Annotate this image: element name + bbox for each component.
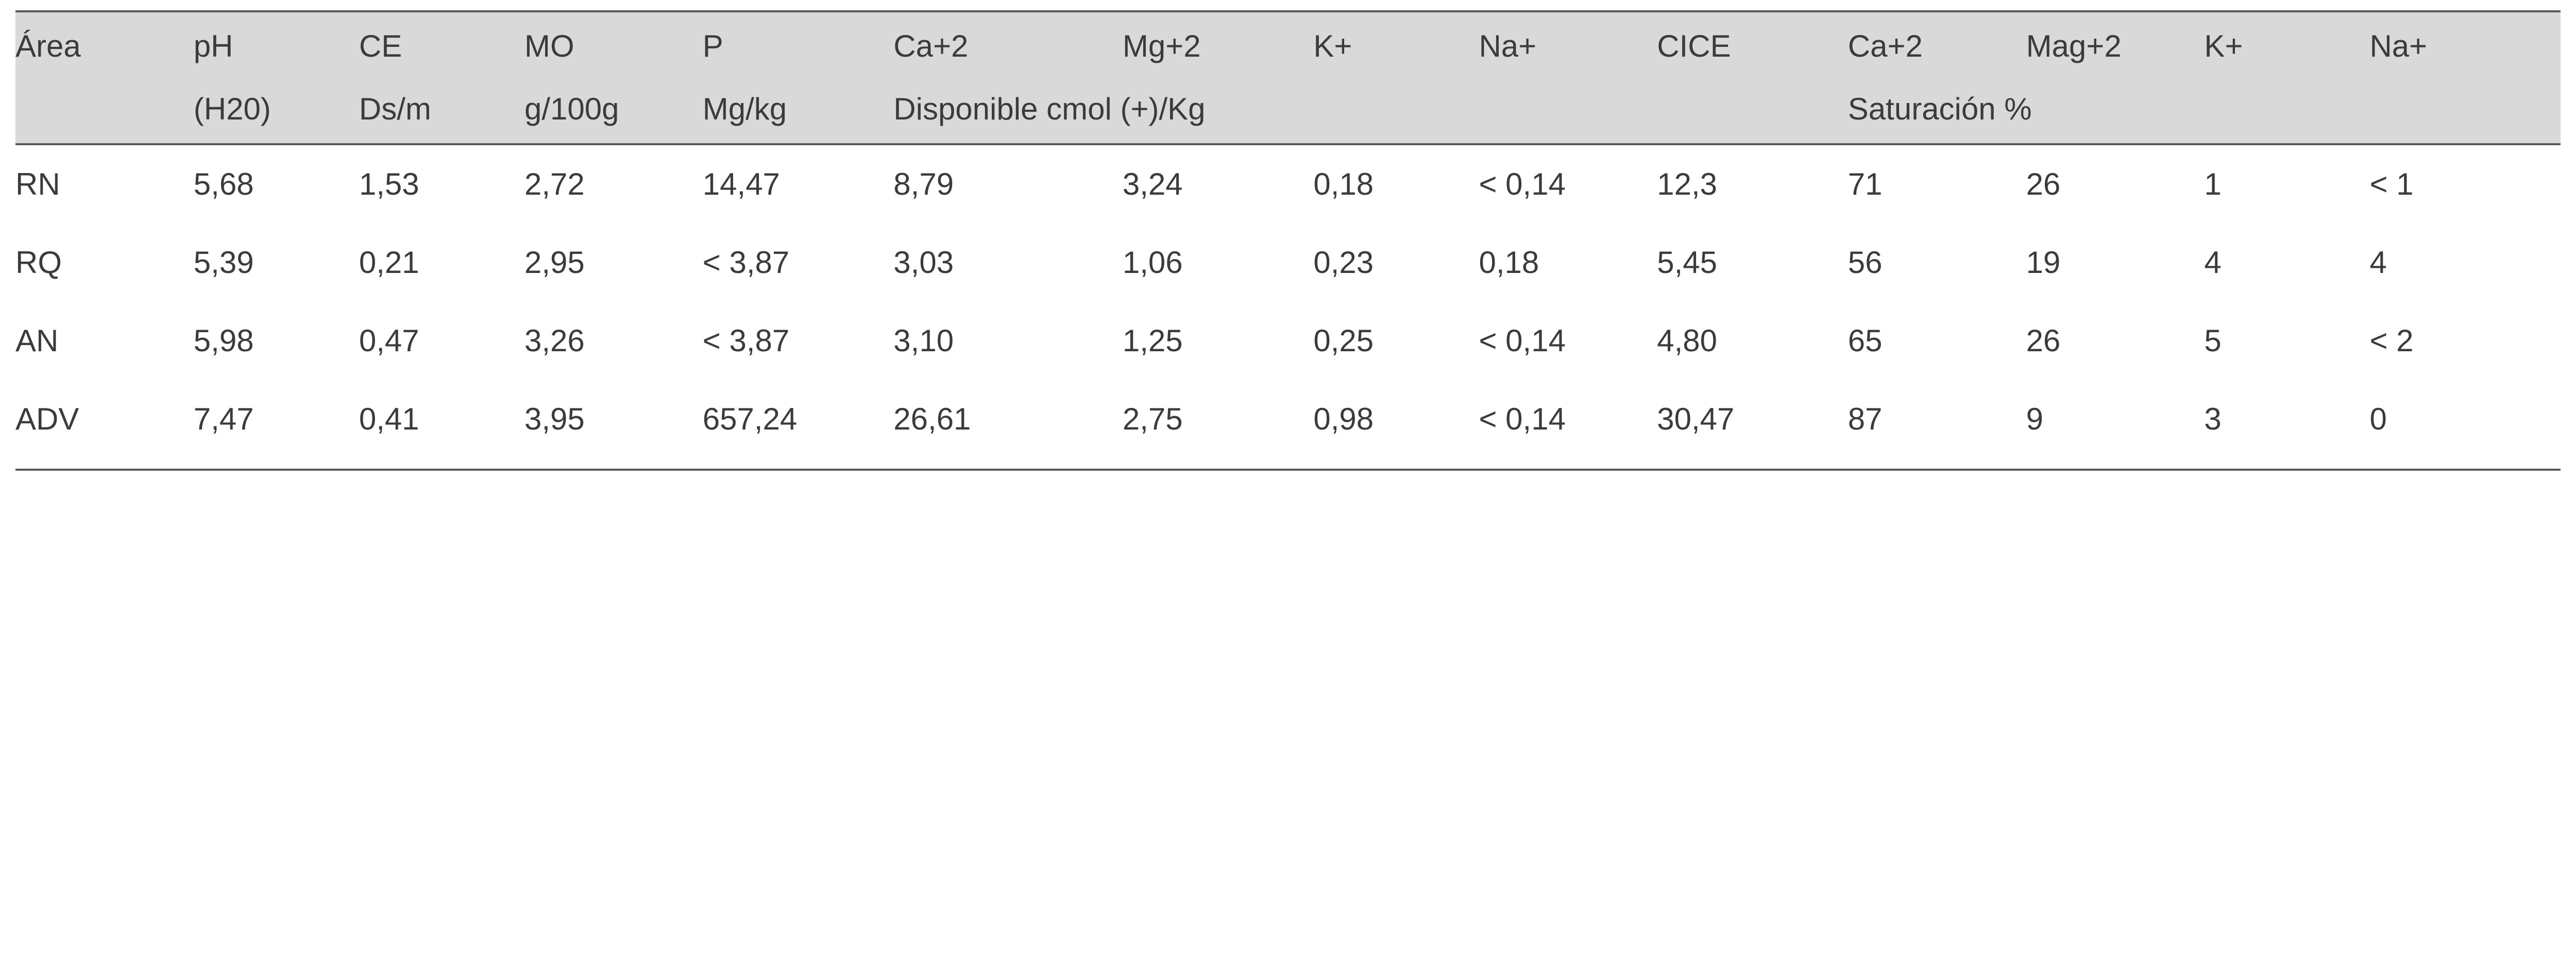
cell-ca1: 3,10 [893, 302, 1123, 380]
h1-mg2: Mag+2 [2026, 11, 2205, 65]
cell-p: < 3,87 [703, 302, 894, 380]
soil-data-table-wrapper: Área pH CE MO P Ca+2 Mg+2 K+ Na+ CICE Ca… [0, 0, 2576, 481]
cell-k2: 1 [2204, 144, 2369, 224]
cell-ca2: 56 [1848, 224, 2026, 302]
cell-mo: 2,95 [524, 224, 703, 302]
cell-mo: 3,95 [524, 380, 703, 470]
cell-mg2: 9 [2026, 380, 2205, 470]
cell-k1: 0,98 [1313, 380, 1479, 470]
h1-mg1: Mg+2 [1123, 11, 1314, 65]
cell-ca2: 71 [1848, 144, 2026, 224]
h2-disponible: Disponible cmol (+)/Kg [893, 65, 1848, 144]
cell-na1: < 0,14 [1479, 302, 1657, 380]
cell-mo: 2,72 [524, 144, 703, 224]
cell-ph: 5,39 [194, 224, 359, 302]
cell-k1: 0,18 [1313, 144, 1479, 224]
cell-k2: 4 [2204, 224, 2369, 302]
cell-na1: < 0,14 [1479, 380, 1657, 470]
h2-ph: (H20) [194, 65, 359, 144]
h1-area: Área [15, 11, 194, 65]
cell-cice: 12,3 [1657, 144, 1848, 224]
cell-cice: 30,47 [1657, 380, 1848, 470]
cell-mg1: 1,25 [1123, 302, 1314, 380]
cell-cice: 5,45 [1657, 224, 1848, 302]
header-row-2: (H20) Ds/m g/100g Mg/kg Disponible cmol … [15, 65, 2561, 144]
cell-area: RN [15, 144, 194, 224]
h2-p: Mg/kg [703, 65, 894, 144]
cell-na2: 0 [2369, 380, 2561, 470]
cell-ce: 0,21 [359, 224, 524, 302]
cell-mg1: 2,75 [1123, 380, 1314, 470]
h2-saturacion: Saturación % [1848, 65, 2561, 144]
cell-area: AN [15, 302, 194, 380]
cell-na2: 4 [2369, 224, 2561, 302]
cell-k1: 0,23 [1313, 224, 1479, 302]
h1-ca2: Ca+2 [1848, 11, 2026, 65]
cell-ca1: 3,03 [893, 224, 1123, 302]
h2-area [15, 65, 194, 144]
cell-na2: < 2 [2369, 302, 2561, 380]
table-row: ADV 7,47 0,41 3,95 657,24 26,61 2,75 0,9… [15, 380, 2561, 470]
cell-mg1: 3,24 [1123, 144, 1314, 224]
h1-ph: pH [194, 11, 359, 65]
cell-ph: 7,47 [194, 380, 359, 470]
cell-area: ADV [15, 380, 194, 470]
h1-p: P [703, 11, 894, 65]
cell-ca2: 65 [1848, 302, 2026, 380]
table-row: RN 5,68 1,53 2,72 14,47 8,79 3,24 0,18 <… [15, 144, 2561, 224]
h1-k1: K+ [1313, 11, 1479, 65]
table-head: Área pH CE MO P Ca+2 Mg+2 K+ Na+ CICE Ca… [15, 11, 2561, 144]
h2-mo: g/100g [524, 65, 703, 144]
cell-p: 14,47 [703, 144, 894, 224]
h2-ce: Ds/m [359, 65, 524, 144]
h1-na2: Na+ [2369, 11, 2561, 65]
cell-k2: 3 [2204, 380, 2369, 470]
cell-ca1: 8,79 [893, 144, 1123, 224]
soil-data-table: Área pH CE MO P Ca+2 Mg+2 K+ Na+ CICE Ca… [15, 10, 2561, 471]
cell-ph: 5,98 [194, 302, 359, 380]
cell-mg2: 26 [2026, 302, 2205, 380]
cell-ca2: 87 [1848, 380, 2026, 470]
cell-ph: 5,68 [194, 144, 359, 224]
cell-mg2: 26 [2026, 144, 2205, 224]
cell-mo: 3,26 [524, 302, 703, 380]
cell-p: 657,24 [703, 380, 894, 470]
cell-na1: < 0,14 [1479, 144, 1657, 224]
h1-ca1: Ca+2 [893, 11, 1123, 65]
cell-na1: 0,18 [1479, 224, 1657, 302]
table-row: RQ 5,39 0,21 2,95 < 3,87 3,03 1,06 0,23 … [15, 224, 2561, 302]
cell-k2: 5 [2204, 302, 2369, 380]
cell-ca1: 26,61 [893, 380, 1123, 470]
table-row: AN 5,98 0,47 3,26 < 3,87 3,10 1,25 0,25 … [15, 302, 2561, 380]
cell-ce: 0,47 [359, 302, 524, 380]
header-row-1: Área pH CE MO P Ca+2 Mg+2 K+ Na+ CICE Ca… [15, 11, 2561, 65]
h1-cice: CICE [1657, 11, 1848, 65]
cell-cice: 4,80 [1657, 302, 1848, 380]
cell-na2: < 1 [2369, 144, 2561, 224]
cell-ce: 1,53 [359, 144, 524, 224]
h1-k2: K+ [2204, 11, 2369, 65]
table-body: RN 5,68 1,53 2,72 14,47 8,79 3,24 0,18 <… [15, 144, 2561, 470]
h1-na1: Na+ [1479, 11, 1657, 65]
cell-mg1: 1,06 [1123, 224, 1314, 302]
h1-ce: CE [359, 11, 524, 65]
cell-area: RQ [15, 224, 194, 302]
cell-k1: 0,25 [1313, 302, 1479, 380]
h1-mo: MO [524, 11, 703, 65]
cell-ce: 0,41 [359, 380, 524, 470]
cell-mg2: 19 [2026, 224, 2205, 302]
cell-p: < 3,87 [703, 224, 894, 302]
